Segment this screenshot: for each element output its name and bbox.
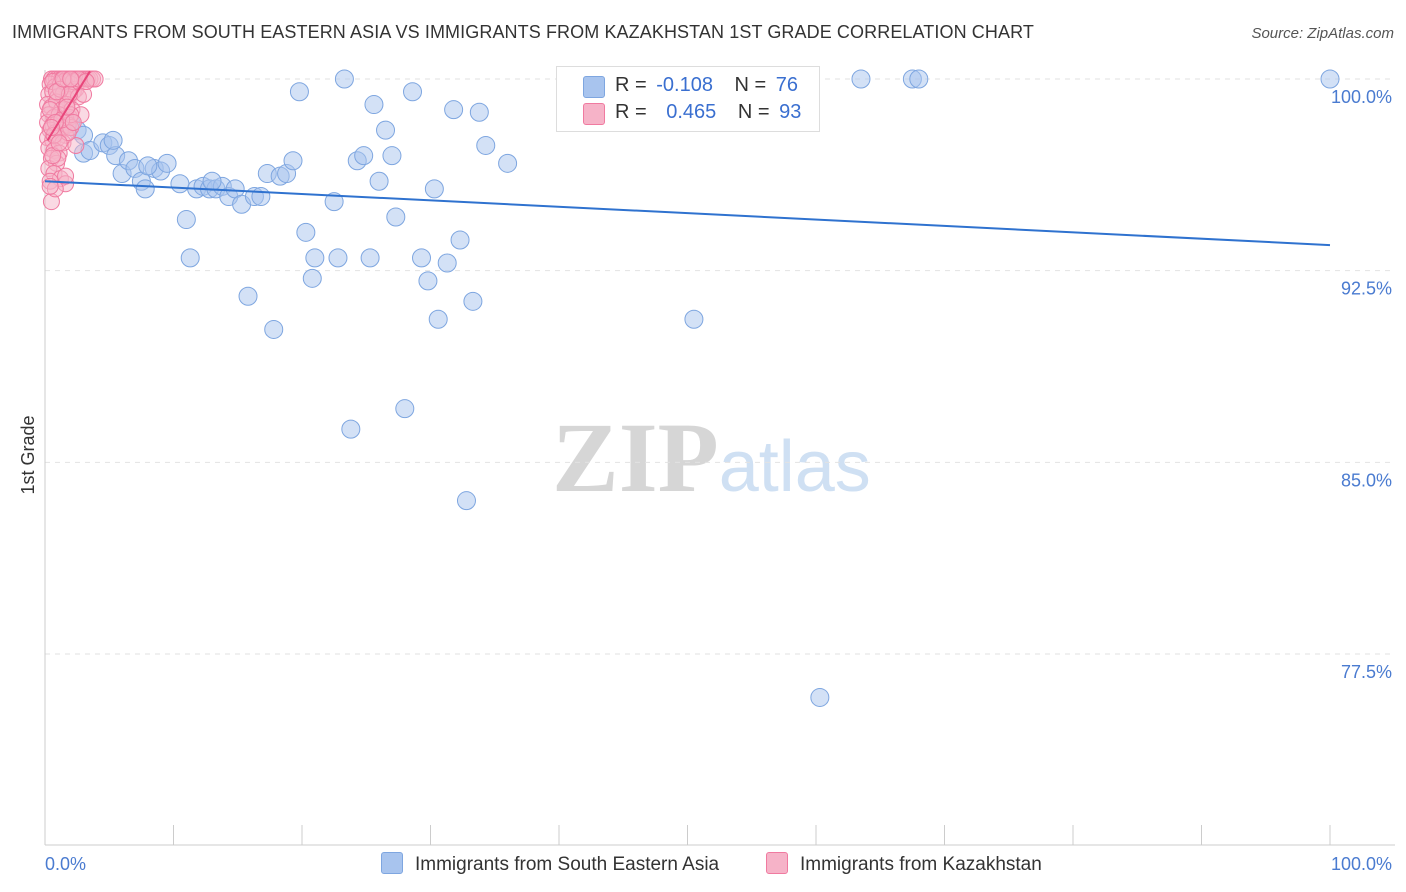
point-south-eastern-asia <box>684 309 704 329</box>
point-south-eastern-asia <box>403 82 423 102</box>
point-south-eastern-asia <box>103 130 123 150</box>
point-south-eastern-asia <box>176 210 196 230</box>
point-south-eastern-asia <box>851 69 871 89</box>
point-south-eastern-asia <box>428 309 448 329</box>
point-south-eastern-asia <box>444 100 464 120</box>
bottom-legend-swatch-blue <box>381 852 403 874</box>
point-kazakhstan <box>64 113 82 131</box>
legend-r-label: R = <box>615 101 647 123</box>
point-south-eastern-asia <box>463 291 483 311</box>
legend-swatch-pink <box>583 103 605 125</box>
point-south-eastern-asia <box>170 174 190 194</box>
series-kazakhstan <box>39 70 104 211</box>
point-kazakhstan <box>62 70 80 88</box>
legend-n-value: 93 <box>779 101 802 123</box>
gridlines <box>45 78 1395 655</box>
point-south-eastern-asia <box>456 491 476 511</box>
point-south-eastern-asia <box>412 248 432 268</box>
point-south-eastern-asia <box>202 171 222 191</box>
point-south-eastern-asia <box>334 69 354 89</box>
legend: R = -0.108 N = 76 R = 0.465 N = 93 <box>556 66 820 132</box>
point-south-eastern-asia <box>180 248 200 268</box>
point-south-eastern-asia <box>476 135 496 155</box>
point-south-eastern-asia <box>324 192 344 212</box>
axes <box>44 70 1395 846</box>
point-south-eastern-asia <box>283 151 303 171</box>
legend-r-value: 0.465 <box>666 101 717 123</box>
point-south-eastern-asia <box>354 146 374 166</box>
y-tick-label: 77.5% <box>1341 662 1392 682</box>
legend-r-label: R = <box>615 74 647 96</box>
point-south-eastern-asia <box>264 319 284 339</box>
bottom-legend-kazakhstan: Immigrants from Kazakhstan <box>766 852 1042 876</box>
chart-title: IMMIGRANTS FROM SOUTH EASTERN ASIA VS IM… <box>12 22 1034 42</box>
y-tick-label: 92.5% <box>1341 279 1392 299</box>
axis-labels: 100.0% 92.5% 85.0% 77.5% 0.0% 100.0% 1st Grade <box>18 87 1392 874</box>
legend-n-label: N = <box>737 101 770 123</box>
point-south-eastern-asia <box>302 268 322 288</box>
x-tick-label: 100.0% <box>1331 854 1392 874</box>
point-south-eastern-asia <box>424 179 444 199</box>
point-south-eastern-asia <box>341 419 361 439</box>
point-south-eastern-asia <box>369 171 389 191</box>
bottom-legend-swatch-pink <box>766 852 788 874</box>
point-south-eastern-asia <box>395 399 415 419</box>
trend-lines <box>44 70 1331 247</box>
point-kazakhstan <box>50 134 68 152</box>
point-south-eastern-asia <box>469 102 489 122</box>
point-south-eastern-asia <box>498 153 518 173</box>
point-kazakhstan <box>67 136 85 154</box>
point-south-eastern-asia <box>138 156 158 176</box>
trend-line-south-eastern-asia <box>44 180 1331 247</box>
point-south-eastern-asia <box>305 248 325 268</box>
point-south-eastern-asia <box>364 95 384 115</box>
point-south-eastern-asia <box>135 179 155 199</box>
bottom-legend-label: Immigrants from Kazakhstan <box>800 854 1042 875</box>
point-south-eastern-asia <box>450 230 470 250</box>
x-tick-label: 0.0% <box>45 854 86 874</box>
point-south-eastern-asia <box>382 146 402 166</box>
point-south-eastern-asia <box>238 286 258 306</box>
bottom-legend-south-eastern-asia: Immigrants from South Eastern Asia <box>381 852 719 876</box>
legend-n-label: N = <box>734 74 767 96</box>
source-label: Source: ZipAtlas.com <box>1251 25 1394 42</box>
point-south-eastern-asia <box>328 248 348 268</box>
series-south-eastern-asia <box>61 69 1340 707</box>
point-south-eastern-asia <box>296 222 316 242</box>
point-south-eastern-asia <box>418 271 438 291</box>
point-south-eastern-asia <box>376 120 396 140</box>
legend-swatch-blue <box>583 76 605 98</box>
y-tick-label: 100.0% <box>1331 87 1392 107</box>
point-south-eastern-asia <box>909 69 929 89</box>
legend-n-value: 76 <box>775 74 799 96</box>
legend-r-value: -0.108 <box>656 74 713 96</box>
point-south-eastern-asia <box>360 248 380 268</box>
point-south-eastern-asia <box>251 187 271 207</box>
point-south-eastern-asia <box>386 207 406 227</box>
point-kazakhstan <box>57 167 75 185</box>
watermark-zip: ZIP <box>552 402 719 513</box>
y-tick-label: 85.0% <box>1341 470 1392 490</box>
point-south-eastern-asia <box>1320 69 1340 89</box>
point-south-eastern-asia <box>157 153 177 173</box>
point-south-eastern-asia <box>437 253 457 273</box>
bottom-legend-label: Immigrants from South Eastern Asia <box>415 854 720 875</box>
watermark-atlas: atlas <box>718 427 871 507</box>
watermark: ZIPatlas <box>552 400 871 515</box>
point-south-eastern-asia <box>289 82 309 102</box>
trend-line-kazakhstan <box>46 70 91 141</box>
y-axis-label: 1st Grade <box>18 415 38 494</box>
point-south-eastern-asia <box>810 687 830 707</box>
